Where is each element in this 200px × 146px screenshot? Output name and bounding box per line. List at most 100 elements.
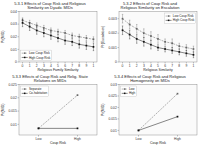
marker — [64, 32, 66, 34]
error-bar — [122, 14, 123, 23]
marker — [177, 116, 179, 118]
y-tick — [118, 33, 120, 34]
marker — [157, 38, 159, 40]
plot-frame — [19, 12, 97, 63]
error-bar — [36, 27, 37, 35]
legend-swatch — [166, 20, 172, 21]
marker — [86, 45, 88, 47]
legend-marker — [124, 93, 126, 95]
panel-title: 5.3.4 Effects of Coup Risk and Religious… — [114, 74, 186, 84]
error-bar — [171, 39, 172, 48]
y-tick-label: 0.04 — [10, 10, 17, 14]
legend-swatch — [166, 16, 172, 17]
marker — [150, 35, 152, 37]
marker — [164, 41, 166, 43]
x-tick-label: High — [174, 137, 181, 141]
y-tick — [118, 47, 120, 48]
error-bar — [143, 29, 144, 38]
title-line: Homogeneity on MIDs — [130, 78, 170, 83]
marker — [36, 25, 38, 27]
marker — [164, 48, 166, 50]
x-tick-label: 8 — [178, 64, 180, 68]
y-tick — [18, 124, 20, 125]
y-tick — [18, 62, 20, 63]
legend-label: High — [129, 91, 136, 95]
marker — [57, 37, 59, 39]
legend-label: Co-habitation — [29, 91, 48, 95]
marker — [193, 48, 195, 50]
chart: 5.3.1 Effects of Coup Risk and Religious… — [0, 0, 200, 146]
y-tick-label: 0.015 — [109, 117, 117, 121]
plot-area — [19, 12, 97, 63]
marker — [50, 35, 52, 37]
marker — [186, 52, 188, 54]
y-axis-label: Pr(Escalation) — [101, 26, 105, 48]
panel-title: 5.3.2 Effects of Coup Risk andReligious … — [121, 1, 180, 11]
marker — [122, 18, 124, 20]
legend-marker — [168, 20, 170, 22]
plot-frame — [119, 85, 197, 136]
marker — [71, 35, 73, 37]
plot-area — [19, 85, 97, 136]
marker — [71, 41, 73, 43]
y-tick — [118, 130, 120, 131]
error-bar — [193, 46, 194, 52]
legend-marker — [24, 93, 26, 95]
marker — [36, 30, 38, 32]
y-tick-label: 0.02 — [110, 106, 117, 110]
x-tick-label: 0 — [122, 64, 124, 68]
error-bar — [179, 43, 180, 49]
y-tick — [18, 24, 20, 25]
y-tick — [118, 84, 120, 85]
panel: 5.3.4 Effects of Coup Risk and Religious… — [101, 74, 197, 145]
y-tick — [118, 118, 120, 119]
legend-label: High Coup Risk — [173, 18, 195, 22]
plot-frame — [119, 12, 197, 63]
legend-swatch — [22, 53, 28, 54]
x-tick-label: Low — [135, 137, 142, 141]
legend-swatch — [22, 89, 28, 90]
x-tick-label: 8 — [78, 64, 80, 68]
error-bar — [179, 49, 180, 55]
title-line: Religious Similarity on Escalation — [121, 5, 180, 10]
legend-swatch — [22, 93, 28, 94]
plot-area — [119, 85, 197, 136]
marker — [136, 38, 138, 40]
error-bar — [150, 32, 151, 41]
x-tick-label: 1 — [193, 64, 195, 68]
panel: 5.3.1 Effects of Coup Risk and Religious… — [1, 1, 97, 72]
y-tick — [18, 36, 20, 37]
legend-marker — [24, 88, 26, 90]
error-bar — [171, 48, 172, 54]
marker — [129, 24, 131, 26]
y-tick — [118, 18, 120, 19]
x-tick-label: 1 — [93, 64, 95, 68]
x-tick-label: 1 — [129, 64, 131, 68]
error-bar — [22, 19, 23, 27]
y-tick-label: 0 — [15, 60, 17, 64]
y-tick — [18, 84, 20, 85]
data-group — [122, 14, 195, 57]
x-axis-label: Coup Risk — [150, 141, 166, 145]
error-bar — [186, 50, 187, 56]
y-tick — [18, 97, 20, 98]
marker — [136, 28, 138, 30]
y-tick-label: 0.03 — [10, 22, 17, 26]
error-bar — [143, 37, 144, 46]
y-tick — [18, 111, 20, 112]
error-bar — [57, 29, 58, 34]
legend-swatch — [122, 93, 128, 94]
marker — [129, 34, 131, 36]
marker — [38, 128, 40, 130]
y-tick-label: 0.02 — [10, 35, 17, 39]
y-tick-label: 0.01 — [110, 129, 117, 133]
marker — [138, 130, 140, 132]
error-bar — [79, 34, 80, 39]
error-bar — [136, 24, 137, 33]
y-tick-label: 0.025 — [109, 94, 117, 98]
y-tick-label: 0.002 — [109, 31, 117, 35]
y-tick-label: 0.025 — [9, 83, 17, 87]
legend: Low Coup RiskHigh Coup Risk — [164, 13, 195, 23]
marker — [177, 93, 179, 95]
legend-box — [21, 50, 52, 60]
